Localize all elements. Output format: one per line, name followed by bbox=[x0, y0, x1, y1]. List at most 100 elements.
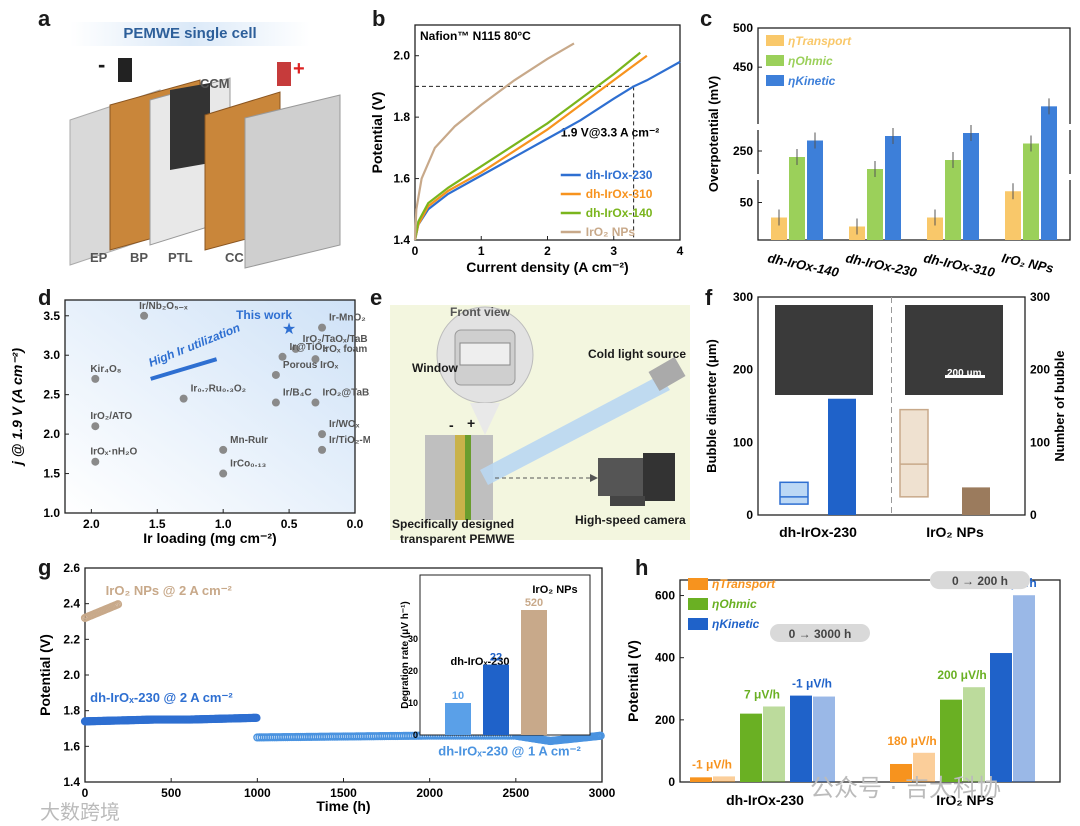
series-line bbox=[413, 51, 641, 241]
bar bbox=[927, 217, 943, 240]
y-tick-label: 500 bbox=[733, 21, 753, 35]
camera-label: High-speed camera bbox=[575, 513, 686, 527]
x-tick-label: 2000 bbox=[416, 786, 443, 800]
y-tick-label: 1.8 bbox=[393, 110, 410, 124]
inset-bar bbox=[445, 703, 471, 735]
trend-arrow bbox=[150, 357, 218, 381]
y-tick-label-left: 0 bbox=[746, 508, 753, 522]
panel-e: e Front view Window Cold light source Hi… bbox=[370, 285, 700, 550]
x-category-label: dh-IrOx-230 bbox=[844, 250, 919, 280]
polarization-chart: 0 1 2 3 4 1.4 1.6 1.8 2.0 Current density (A cm⁻²… bbox=[369, 24, 684, 275]
x-tick-label: 1500 bbox=[330, 786, 357, 800]
count-bar bbox=[962, 487, 990, 515]
y-axis-label: Overpotential (mV) bbox=[706, 76, 721, 192]
cell-minus: - bbox=[449, 417, 454, 433]
panel-letter-c: c bbox=[700, 6, 713, 31]
panel-b: b 0 1 2 3 4 1.4 1.6 1.8 2.0 Current density (A cm… bbox=[360, 0, 700, 280]
y-tick-label: 600 bbox=[655, 589, 675, 603]
x-tick-label: 1.5 bbox=[149, 517, 166, 531]
x-tick-label: 0.0 bbox=[347, 517, 364, 531]
scale-bar-label: 200 μm bbox=[947, 368, 982, 379]
rate-label: -1 μV/h bbox=[792, 677, 832, 691]
time-badge bbox=[930, 571, 1030, 590]
y-tick-label: 1.0 bbox=[43, 506, 60, 520]
bar bbox=[963, 133, 979, 240]
plot-frame bbox=[679, 579, 1061, 783]
panel-letter-b: b bbox=[372, 6, 386, 31]
legend-label: dh-IrOx-140 bbox=[586, 206, 653, 220]
point-label: IrOₓ·nH₂O bbox=[90, 447, 137, 458]
bar bbox=[1005, 191, 1021, 240]
data-point bbox=[91, 457, 100, 466]
y-tick-label: 2.0 bbox=[63, 668, 80, 682]
x-tick-label: 0 bbox=[412, 244, 419, 258]
data-point bbox=[91, 422, 100, 431]
legend-label: ηTransport bbox=[788, 34, 852, 48]
label-ptl: PTL bbox=[168, 250, 193, 265]
legend-label: ηOhmic bbox=[788, 54, 833, 68]
inset-y-axis-label: Degration rate (μV h⁻¹) bbox=[400, 601, 411, 709]
series-label: IrO₂ NPs @ 2 A cm⁻² bbox=[106, 583, 233, 598]
watermark-right: 公众号 · 吉大科协 bbox=[810, 774, 1001, 802]
x-tick-label: 1.0 bbox=[215, 517, 232, 531]
label-ccm: CCM bbox=[200, 76, 230, 91]
bar-end bbox=[913, 752, 935, 782]
y-axis-label: j @ 1.9 V (A cm⁻²) bbox=[9, 348, 25, 467]
x-tick-label: 0.5 bbox=[281, 517, 298, 531]
benchmark-scatter-chart: 2.0 1.5 1.0 0.5 0.0 1.0 1.5 2.0 2.5 3.0 3.5 Ir load… bbox=[9, 299, 370, 546]
inset-bar bbox=[521, 610, 547, 735]
bar-end bbox=[763, 706, 785, 782]
y-tick-label: 2.2 bbox=[63, 632, 80, 646]
chart-header: Nafion™ N115 80°C bbox=[420, 29, 531, 43]
panel-h: h 0 200 400 600 Potential (V) ηTransport ηOhmi… bbox=[620, 555, 1080, 826]
y-tick-label-right: 0 bbox=[1030, 508, 1037, 522]
cell-caption-1: Specifically designed bbox=[392, 517, 515, 531]
cell-plus: + bbox=[467, 415, 476, 431]
x-category-label: dh-IrOx-230 bbox=[726, 792, 804, 808]
x-category-label: IrO₂ NPs bbox=[926, 524, 984, 540]
legend-label: dh-IrOx-230 bbox=[586, 168, 653, 182]
data-point bbox=[271, 370, 280, 379]
bar bbox=[1041, 106, 1057, 240]
x-tick-label: 2 bbox=[544, 244, 551, 258]
series-label: dh-IrOₓ-230 @ 2 A cm⁻² bbox=[90, 690, 233, 705]
count-bar bbox=[828, 398, 856, 515]
data-point bbox=[219, 445, 228, 454]
data-point bbox=[91, 374, 100, 383]
x-axis-label: Ir loading (mg cm⁻²) bbox=[143, 530, 276, 546]
this-work-label: This work bbox=[236, 308, 292, 322]
y-tick-label: 1.4 bbox=[63, 775, 80, 789]
data-point bbox=[311, 355, 320, 364]
legend-swatch bbox=[766, 55, 784, 66]
rate-label: 7 μV/h bbox=[744, 687, 780, 701]
data-point bbox=[140, 311, 149, 320]
data-point bbox=[278, 352, 287, 361]
minus-terminal-label: - bbox=[98, 52, 106, 77]
y-tick-label: 450 bbox=[733, 60, 753, 74]
annotation: 1.9 V@3.3 A cm⁻² bbox=[561, 126, 660, 140]
bar-start bbox=[790, 695, 812, 782]
legend-label: dh-IrOx-310 bbox=[586, 187, 653, 201]
data-point bbox=[291, 344, 300, 353]
point-label: Kir₄O₈ bbox=[90, 364, 121, 375]
y-tick-label: 2.0 bbox=[393, 49, 410, 63]
panel-letter-g: g bbox=[38, 555, 52, 580]
bar bbox=[789, 157, 805, 240]
front-view-label: Front view bbox=[450, 305, 511, 319]
micrograph bbox=[905, 305, 1003, 395]
legend-label: IrO₂ NPs bbox=[586, 225, 636, 239]
panel-letter-a: a bbox=[38, 6, 51, 31]
data-point bbox=[318, 430, 327, 439]
legend-label: ηOhmic bbox=[712, 597, 757, 611]
data-point bbox=[318, 323, 327, 332]
panel-letter-h: h bbox=[635, 555, 649, 580]
scale-bar bbox=[945, 375, 985, 378]
y-tick-label: 200 bbox=[655, 713, 675, 727]
rate-label: 200 μV/h bbox=[937, 668, 986, 682]
time-label: 0 → 3000 h bbox=[789, 627, 852, 641]
panel-letter-f: f bbox=[705, 285, 713, 310]
point-label: Ir-MnO₂ bbox=[329, 313, 366, 324]
label-bp: BP bbox=[130, 250, 149, 265]
bar-start bbox=[740, 713, 762, 782]
x-tick-label: 3 bbox=[610, 244, 617, 258]
